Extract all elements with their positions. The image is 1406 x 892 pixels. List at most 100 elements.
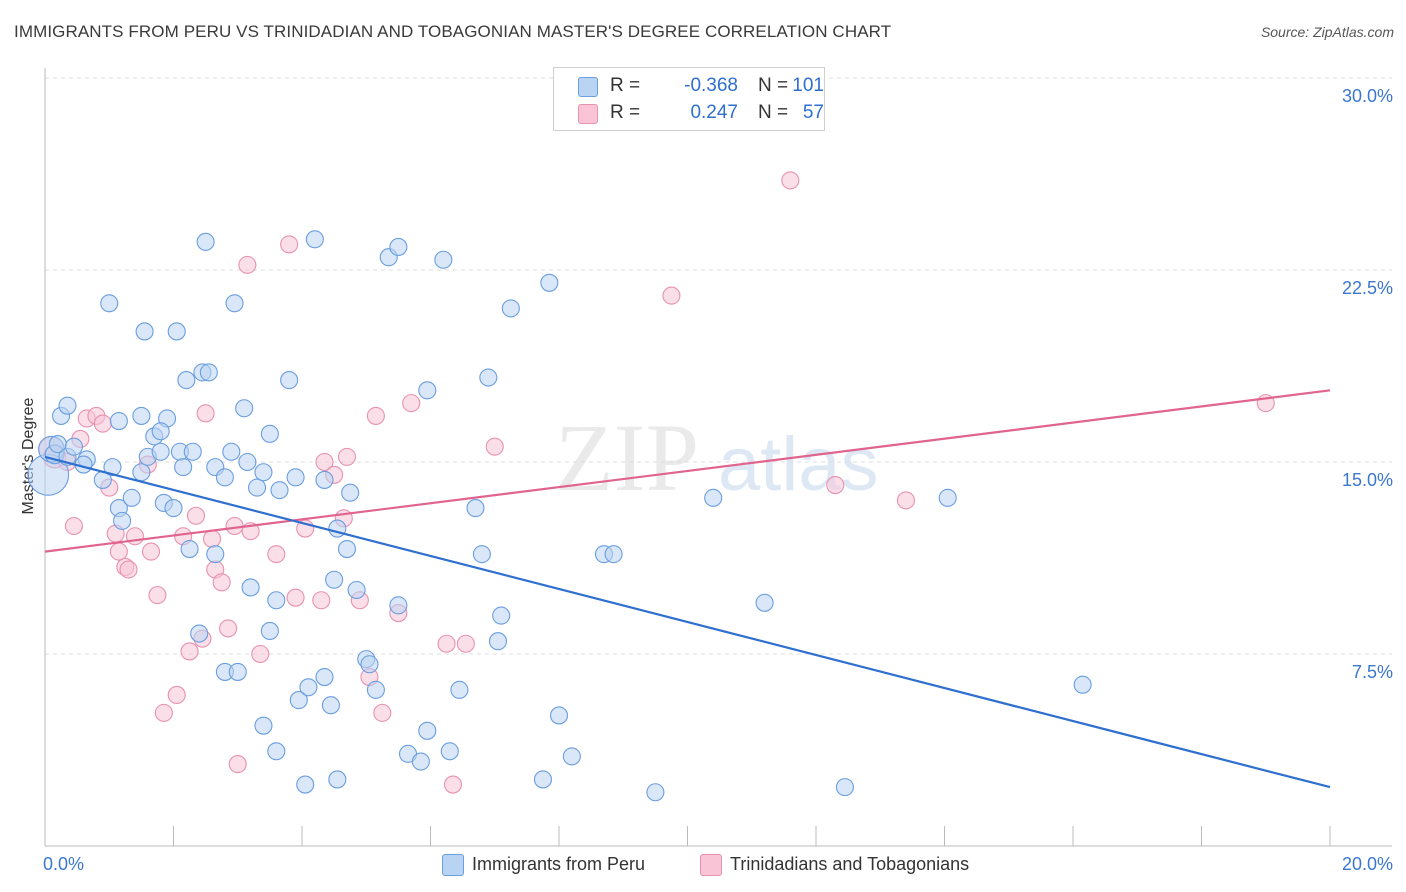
peru-point xyxy=(122,488,141,507)
trini-point xyxy=(337,447,357,466)
peru-point xyxy=(347,580,366,600)
peru-point xyxy=(225,294,244,313)
peru-point xyxy=(646,783,665,802)
trini-point xyxy=(781,171,800,190)
peru-point xyxy=(135,322,154,341)
legend-n-label: N = xyxy=(758,75,789,96)
bottom-legend-peru-label: Immigrants from Peru xyxy=(472,854,646,874)
peru-point xyxy=(337,539,357,559)
trini-point xyxy=(203,529,222,548)
peru-point xyxy=(206,545,225,564)
peru-point xyxy=(58,396,77,415)
peru-point xyxy=(215,468,234,487)
peru-point xyxy=(835,778,854,797)
trini-point xyxy=(280,235,299,254)
peru-point xyxy=(315,667,334,687)
peru-point xyxy=(440,742,459,761)
peru-point xyxy=(328,770,347,789)
peru-point xyxy=(938,488,957,507)
trini-point xyxy=(402,394,421,413)
peru-point xyxy=(488,632,508,651)
peru-point xyxy=(247,478,267,497)
peru-point xyxy=(466,499,485,518)
trini-point xyxy=(485,437,504,456)
trini-point xyxy=(125,527,144,546)
peru-point xyxy=(315,470,334,489)
trini-point xyxy=(212,573,231,592)
y-tick-label: 15.0% xyxy=(1342,470,1393,490)
peru-point xyxy=(238,452,257,472)
trend-lines xyxy=(44,389,1331,789)
trini-point xyxy=(196,404,215,423)
peru-point xyxy=(296,775,315,794)
peru-point xyxy=(501,299,520,318)
peru-point xyxy=(270,481,289,500)
peru-point xyxy=(196,232,215,251)
peru-point xyxy=(235,399,254,418)
chart-title: IMMIGRANTS FROM PERU VS TRINIDADIAN AND … xyxy=(14,22,892,41)
gridlines xyxy=(45,77,1392,655)
series-peru-points xyxy=(27,230,1092,802)
trini-point xyxy=(109,542,128,561)
trini-point xyxy=(93,414,112,433)
x-tick-labels: 0.0% 20.0% xyxy=(43,854,1393,874)
peru-point xyxy=(132,463,151,482)
peru-point xyxy=(177,371,196,390)
peru-point xyxy=(418,721,437,740)
x-tick-label: 20.0% xyxy=(1342,854,1393,874)
peru-point xyxy=(325,570,344,589)
peru-point xyxy=(174,458,193,477)
trini-point xyxy=(180,642,199,661)
peru-swatch xyxy=(442,854,464,876)
watermark-zip: ZIP xyxy=(555,404,699,511)
trini-point xyxy=(141,542,161,561)
peru-point xyxy=(100,294,119,313)
peru-point xyxy=(286,468,305,487)
peru-point xyxy=(389,237,408,257)
peru-point xyxy=(299,678,318,697)
legend-n-value: 57 xyxy=(802,102,824,123)
peru-point xyxy=(289,691,308,710)
trini-point xyxy=(186,506,206,525)
trini-point xyxy=(167,685,186,705)
peru-point xyxy=(1073,675,1092,694)
trini-swatch xyxy=(700,854,722,876)
trini-point xyxy=(896,491,916,510)
legend-r-label: R = xyxy=(610,102,641,123)
peru-point xyxy=(562,747,581,766)
trini-point xyxy=(219,619,238,638)
bottom-legend-trini-label: Trinidadians and Tobagonians xyxy=(730,854,970,874)
peru-point xyxy=(321,696,340,715)
peru-swatch xyxy=(578,77,598,97)
peru-point xyxy=(260,621,279,641)
trini-point xyxy=(366,406,385,425)
peru-point xyxy=(450,680,469,699)
peru-point xyxy=(132,406,151,425)
peru-point xyxy=(254,716,273,735)
trini-point xyxy=(662,286,681,305)
peru-point xyxy=(533,770,552,789)
y-tick-label: 30.0% xyxy=(1342,86,1393,106)
legend-n-value: 101 xyxy=(792,75,824,96)
trini-point xyxy=(312,591,331,610)
peru-point xyxy=(360,655,379,674)
trini-point xyxy=(437,634,456,653)
peru-point xyxy=(479,368,498,387)
peru-point xyxy=(755,593,774,612)
peru-point xyxy=(64,437,83,456)
peru-point xyxy=(183,442,202,461)
peru-point xyxy=(222,442,241,461)
y-axis-label: Master's Degree xyxy=(20,397,37,514)
source-label: Source: ZipAtlas.com xyxy=(1260,24,1394,40)
trini-point xyxy=(119,560,138,579)
trini-swatch xyxy=(578,104,598,124)
peru-point xyxy=(411,752,430,771)
peru-point xyxy=(366,680,385,699)
trini-point xyxy=(238,255,257,274)
trini-point xyxy=(251,644,270,664)
legend-r-value: -0.368 xyxy=(684,75,738,96)
peru-point xyxy=(164,499,183,518)
peru-point xyxy=(604,545,623,564)
trini-point xyxy=(826,475,845,495)
